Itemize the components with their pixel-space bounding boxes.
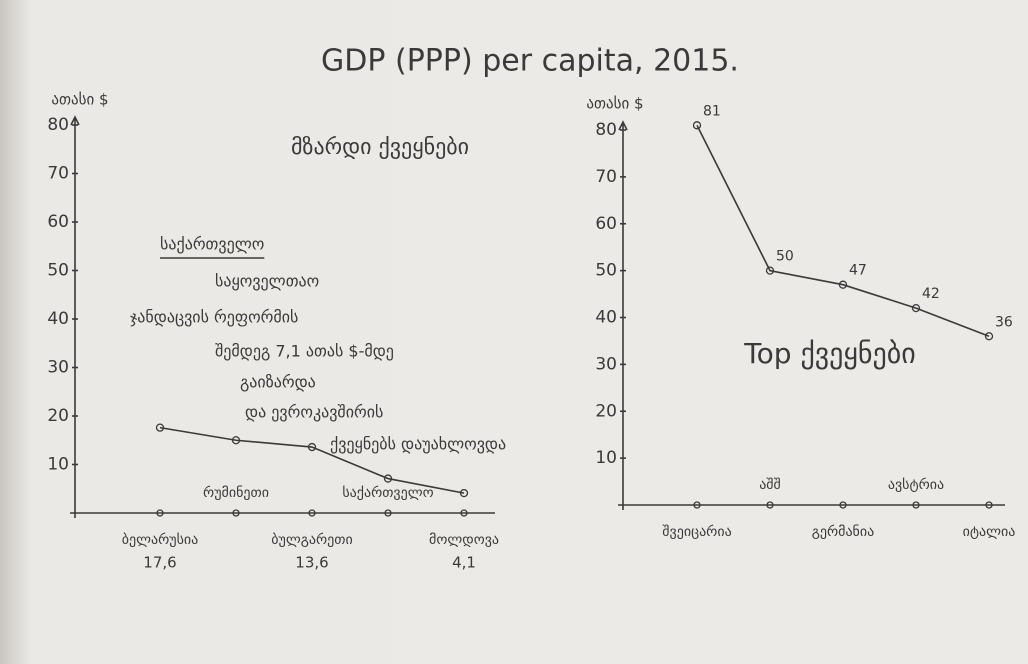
- y-tick-label: 80: [47, 115, 69, 135]
- y-axis-label: ათასი $: [51, 91, 108, 109]
- value-label: 81: [703, 103, 721, 119]
- y-tick-label: 20: [47, 406, 69, 426]
- value-label: 13,6: [295, 554, 328, 572]
- x-tick-label: შვეიცარია: [662, 523, 731, 540]
- annotation: შემდეგ 7,1 ათას $-მდე: [215, 342, 394, 361]
- annotation: საყოველთაო: [215, 272, 319, 291]
- page: GDP (PPP) per capita, 2015. ათასი $ მზარდ…: [0, 0, 1028, 664]
- page-title: GDP (PPP) per capita, 2015.: [321, 44, 739, 79]
- x-tick-label: აშშ: [759, 477, 781, 493]
- annotation: ჯანდაცვის რეფორმის: [130, 308, 298, 327]
- value-label: 50: [776, 249, 794, 265]
- annotation: საქართველო: [160, 235, 264, 254]
- annotation: ქვეყნებს დაუახლოვდა: [330, 435, 506, 454]
- y-tick-label: 70: [47, 164, 69, 184]
- chart-subtitle: მზარდი ქვეყნები: [291, 135, 469, 160]
- y-tick-label: 60: [47, 212, 69, 232]
- y-tick-label: 50: [47, 261, 69, 281]
- x-tick-label: მოლდოვა: [429, 532, 499, 548]
- y-tick-label: 30: [595, 354, 617, 374]
- y-axis-label: ათასი $: [586, 95, 643, 113]
- y-tick-label: 80: [595, 120, 617, 140]
- y-tick-label: 50: [595, 261, 617, 281]
- y-tick-label: 30: [47, 358, 69, 378]
- y-tick-label: 10: [595, 448, 617, 468]
- y-tick-label: 40: [47, 309, 69, 329]
- y-tick-label: 60: [595, 214, 617, 234]
- y-tick-label: 70: [595, 167, 617, 187]
- y-tick-label: 20: [595, 401, 617, 421]
- value-label: 47: [849, 263, 867, 279]
- x-tick-label: ავსტრია: [888, 476, 944, 493]
- value-label: 4,1: [452, 554, 476, 572]
- x-tick-label: რუმინეთი: [203, 484, 269, 501]
- x-tick-label: საქართველო: [342, 484, 433, 501]
- y-tick-label: 40: [595, 308, 617, 328]
- annotation: გაიზარდა: [240, 373, 316, 392]
- value-label: 17,6: [143, 554, 176, 572]
- chart-subtitle: Top ქვეყნები: [743, 337, 915, 370]
- x-tick-label: ბულგარეთი: [271, 531, 352, 548]
- x-tick-label: იტალია: [963, 524, 1016, 540]
- y-tick-label: 10: [47, 455, 69, 475]
- annotation: და ევროკავშირის: [245, 403, 383, 422]
- x-tick-label: ბელარუსია: [122, 531, 199, 548]
- value-label: 42: [922, 286, 940, 302]
- value-label: 36: [995, 314, 1013, 330]
- x-tick-label: გერმანია: [812, 523, 874, 540]
